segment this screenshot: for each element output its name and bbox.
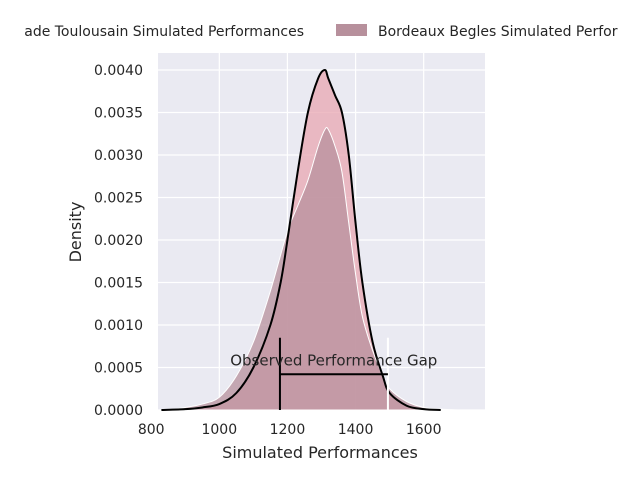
density-area-2	[168, 126, 479, 411]
y-tick-label: 0.0030	[94, 148, 143, 164]
x-tick-label: 1600	[406, 422, 442, 438]
y-tick-label: 0.0025	[94, 191, 143, 207]
x-tick-label: 1400	[338, 422, 374, 438]
x-axis: 800 1000 1200 1400 1600	[138, 422, 442, 438]
x-axis-label: Simulated Performances	[222, 443, 418, 462]
y-tick-label: 0.0010	[94, 318, 143, 334]
y-tick-label: 0.0005	[94, 361, 143, 377]
x-tick-label: 1200	[270, 422, 306, 438]
y-tick-label: 0.0040	[94, 63, 143, 79]
annotation-text: Observed Performance Gap	[230, 352, 437, 370]
legend-label-1: ade Toulousain Simulated Performances	[24, 24, 304, 40]
legend: ade Toulousain Simulated Performances Bor…	[24, 24, 618, 40]
y-tick-label: 0.0035	[94, 106, 143, 122]
y-tick-label: 0.0015	[94, 276, 143, 292]
density-lines	[161, 68, 441, 411]
kde-line	[161, 68, 441, 411]
y-axis-label: Density	[66, 202, 85, 263]
x-tick-label: 800	[138, 422, 165, 438]
y-tick-label: 0.0020	[94, 233, 143, 249]
y-axis: 0.0000 0.0005 0.0010 0.0015 0.0020 0.0025 0.00…	[94, 63, 143, 419]
x-tick-label: 1000	[201, 422, 237, 438]
legend-label-2: Bordeaux Begles Simulated Perfor	[378, 24, 618, 40]
legend-swatch-2	[336, 24, 367, 36]
y-tick-label: 0.0000	[94, 403, 143, 419]
